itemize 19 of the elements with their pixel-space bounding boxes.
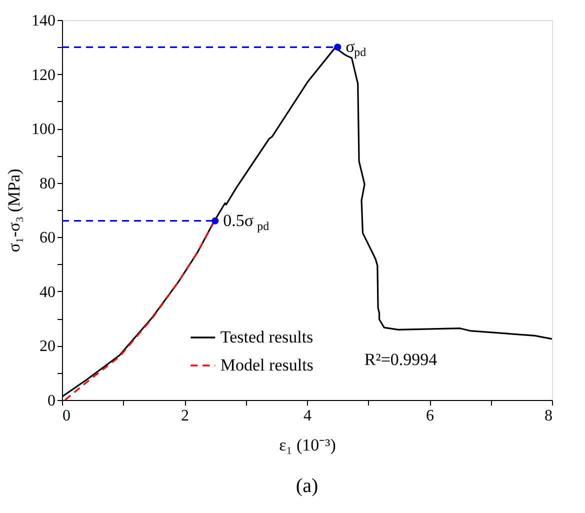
- x-tick-label: 0: [62, 408, 70, 424]
- y-tick-label: 40: [40, 284, 56, 301]
- text: (a): [296, 475, 318, 497]
- x-tick-label: 6: [426, 408, 434, 424]
- legend-label: Model results: [220, 356, 314, 374]
- y-tick-label: 0: [48, 392, 56, 410]
- y-tick-label: 20: [40, 338, 56, 356]
- y-tick-label: 80: [40, 175, 56, 192]
- annotation: R²=0.9994: [364, 350, 438, 369]
- x-tick-label: 2: [181, 408, 189, 424]
- x-tick-label: 4: [304, 408, 312, 424]
- y-tick-label: 120: [32, 66, 56, 84]
- x-tick-label: 8: [544, 408, 552, 424]
- x-axis-title: ε₁ (10⁻³): [279, 436, 336, 454]
- y-tick-label: 100: [32, 121, 56, 138]
- y-axis-title: σ₁-σ₃ (MPa): [4, 168, 24, 252]
- y-tick-label: 60: [40, 230, 56, 247]
- legend-label: Tested results: [220, 328, 314, 346]
- y-tick-label: 140: [32, 12, 56, 30]
